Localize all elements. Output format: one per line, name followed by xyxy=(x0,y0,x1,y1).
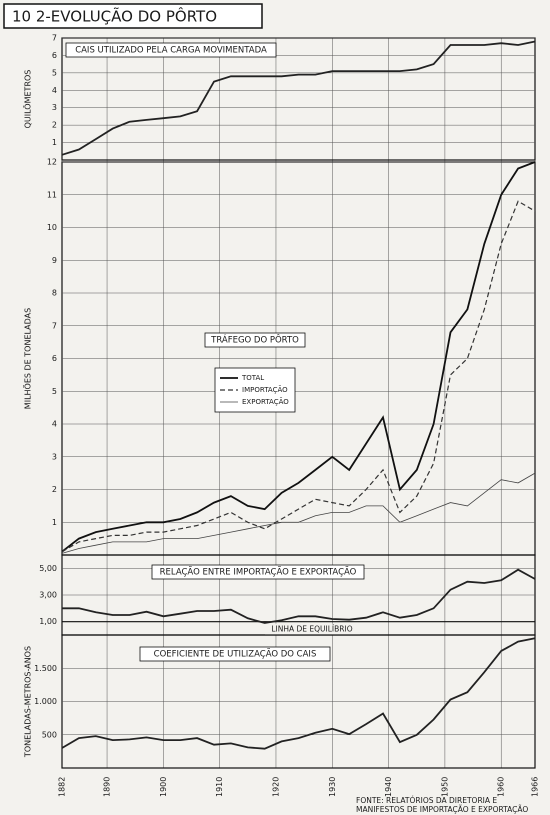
data-line xyxy=(61,472,536,554)
y-tick-label: 1.000 xyxy=(34,697,57,706)
header-title: 10 2-EVOLUÇÃO DO PÔRTO xyxy=(12,7,217,26)
x-tick-label: 1950 xyxy=(440,777,449,797)
y-tick-label: 8 xyxy=(52,289,57,298)
header-box xyxy=(3,3,263,29)
y-tick-label: 2 xyxy=(52,485,57,494)
y-tick-label: 9 xyxy=(52,256,57,265)
title-box xyxy=(139,646,331,662)
x-tick-label: 1920 xyxy=(271,777,280,797)
title-box xyxy=(65,42,277,58)
data-line xyxy=(61,637,536,750)
y-tick-label: 500 xyxy=(42,730,57,739)
y-tick-label: 5 xyxy=(52,387,57,396)
y-tick-label: 6 xyxy=(52,354,57,363)
annotation: LINHA DE EQUILÍBRIO xyxy=(271,625,352,634)
y-tick-label: 1.500 xyxy=(34,664,57,673)
annotation-bg xyxy=(265,623,360,635)
y-tick-label: 5 xyxy=(52,68,57,77)
y-axis-label: TONELADAS-METROS-ANOS xyxy=(24,646,33,758)
y-tick-label: 7 xyxy=(52,321,57,330)
x-tick-label: 1890 xyxy=(103,777,112,797)
source: FONTE: RELATÓRIOS DA DIRETORIA E xyxy=(356,796,497,805)
x-tick-label: 1966 xyxy=(531,777,540,797)
x-tick-label: 1882 xyxy=(58,777,67,797)
y-tick-label: 1,00 xyxy=(39,617,57,626)
y-tick-label: 6 xyxy=(52,51,57,60)
y-tick-label: 7 xyxy=(52,34,57,43)
y-tick-label: 4 xyxy=(52,86,57,95)
y-tick-label: 12 xyxy=(47,158,57,167)
y-axis-label: QUILÔMETROS xyxy=(22,70,33,129)
panel-title: RELAÇÃO ENTRE IMPORTAÇÃO E EXPORTAÇÃO xyxy=(160,567,357,578)
data-line xyxy=(61,200,536,553)
y-tick-label: 11 xyxy=(47,190,57,199)
legend-label: TOTAL xyxy=(241,374,264,382)
legend-label: EXPORTAÇÃO xyxy=(242,397,289,406)
x-tick-label: 1900 xyxy=(159,777,168,797)
panel-title: TRÁFEGO DO PÔRTO xyxy=(210,334,299,346)
x-tick-label: 1910 xyxy=(215,777,224,797)
panel-title: CAIS UTILIZADO PELA CARGA MOVIMENTADA xyxy=(75,46,267,56)
source: MANIFESTOS DE IMPORTAÇÃO E EXPORTAÇÃO xyxy=(356,805,528,814)
x-tick-label: 1940 xyxy=(384,777,393,797)
y-tick-label: 3 xyxy=(52,452,57,461)
legend-label: IMPORTAÇÃO xyxy=(242,385,288,394)
y-axis-label: MILHÕES DE TONELADAS xyxy=(22,308,33,409)
data-line xyxy=(62,568,536,624)
y-tick-label: 10 xyxy=(47,223,57,232)
y-tick-label: 2 xyxy=(52,121,57,130)
title-box xyxy=(151,564,365,580)
y-tick-label: 3 xyxy=(52,103,57,112)
y-tick-label: 4 xyxy=(52,420,57,429)
y-tick-label: 1 xyxy=(52,138,57,147)
y-tick-label: 1 xyxy=(52,518,57,527)
y-tick-label: 3,00 xyxy=(39,591,57,600)
x-tick-label: 1960 xyxy=(497,777,506,797)
title-box xyxy=(204,332,306,348)
y-tick-label: 5,00 xyxy=(39,564,57,573)
panel-title: COEFICIENTE DE UTILIZAÇÃO DO CAIS xyxy=(154,649,317,660)
data-line xyxy=(61,161,536,553)
x-tick-label: 1930 xyxy=(328,777,337,797)
data-line xyxy=(61,40,536,156)
